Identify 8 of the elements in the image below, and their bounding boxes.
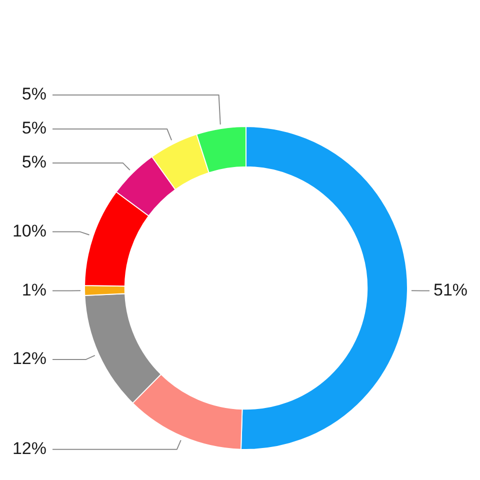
- data-label: 10%: [12, 221, 46, 240]
- data-label: 51%: [434, 280, 468, 300]
- data-label: 5%: [22, 84, 46, 104]
- data-label: 5%: [22, 152, 46, 172]
- data-label: 5%: [22, 118, 46, 138]
- data-label: 12%: [12, 439, 46, 458]
- data-label: 12%: [12, 349, 46, 368]
- data-label: 1%: [22, 280, 46, 300]
